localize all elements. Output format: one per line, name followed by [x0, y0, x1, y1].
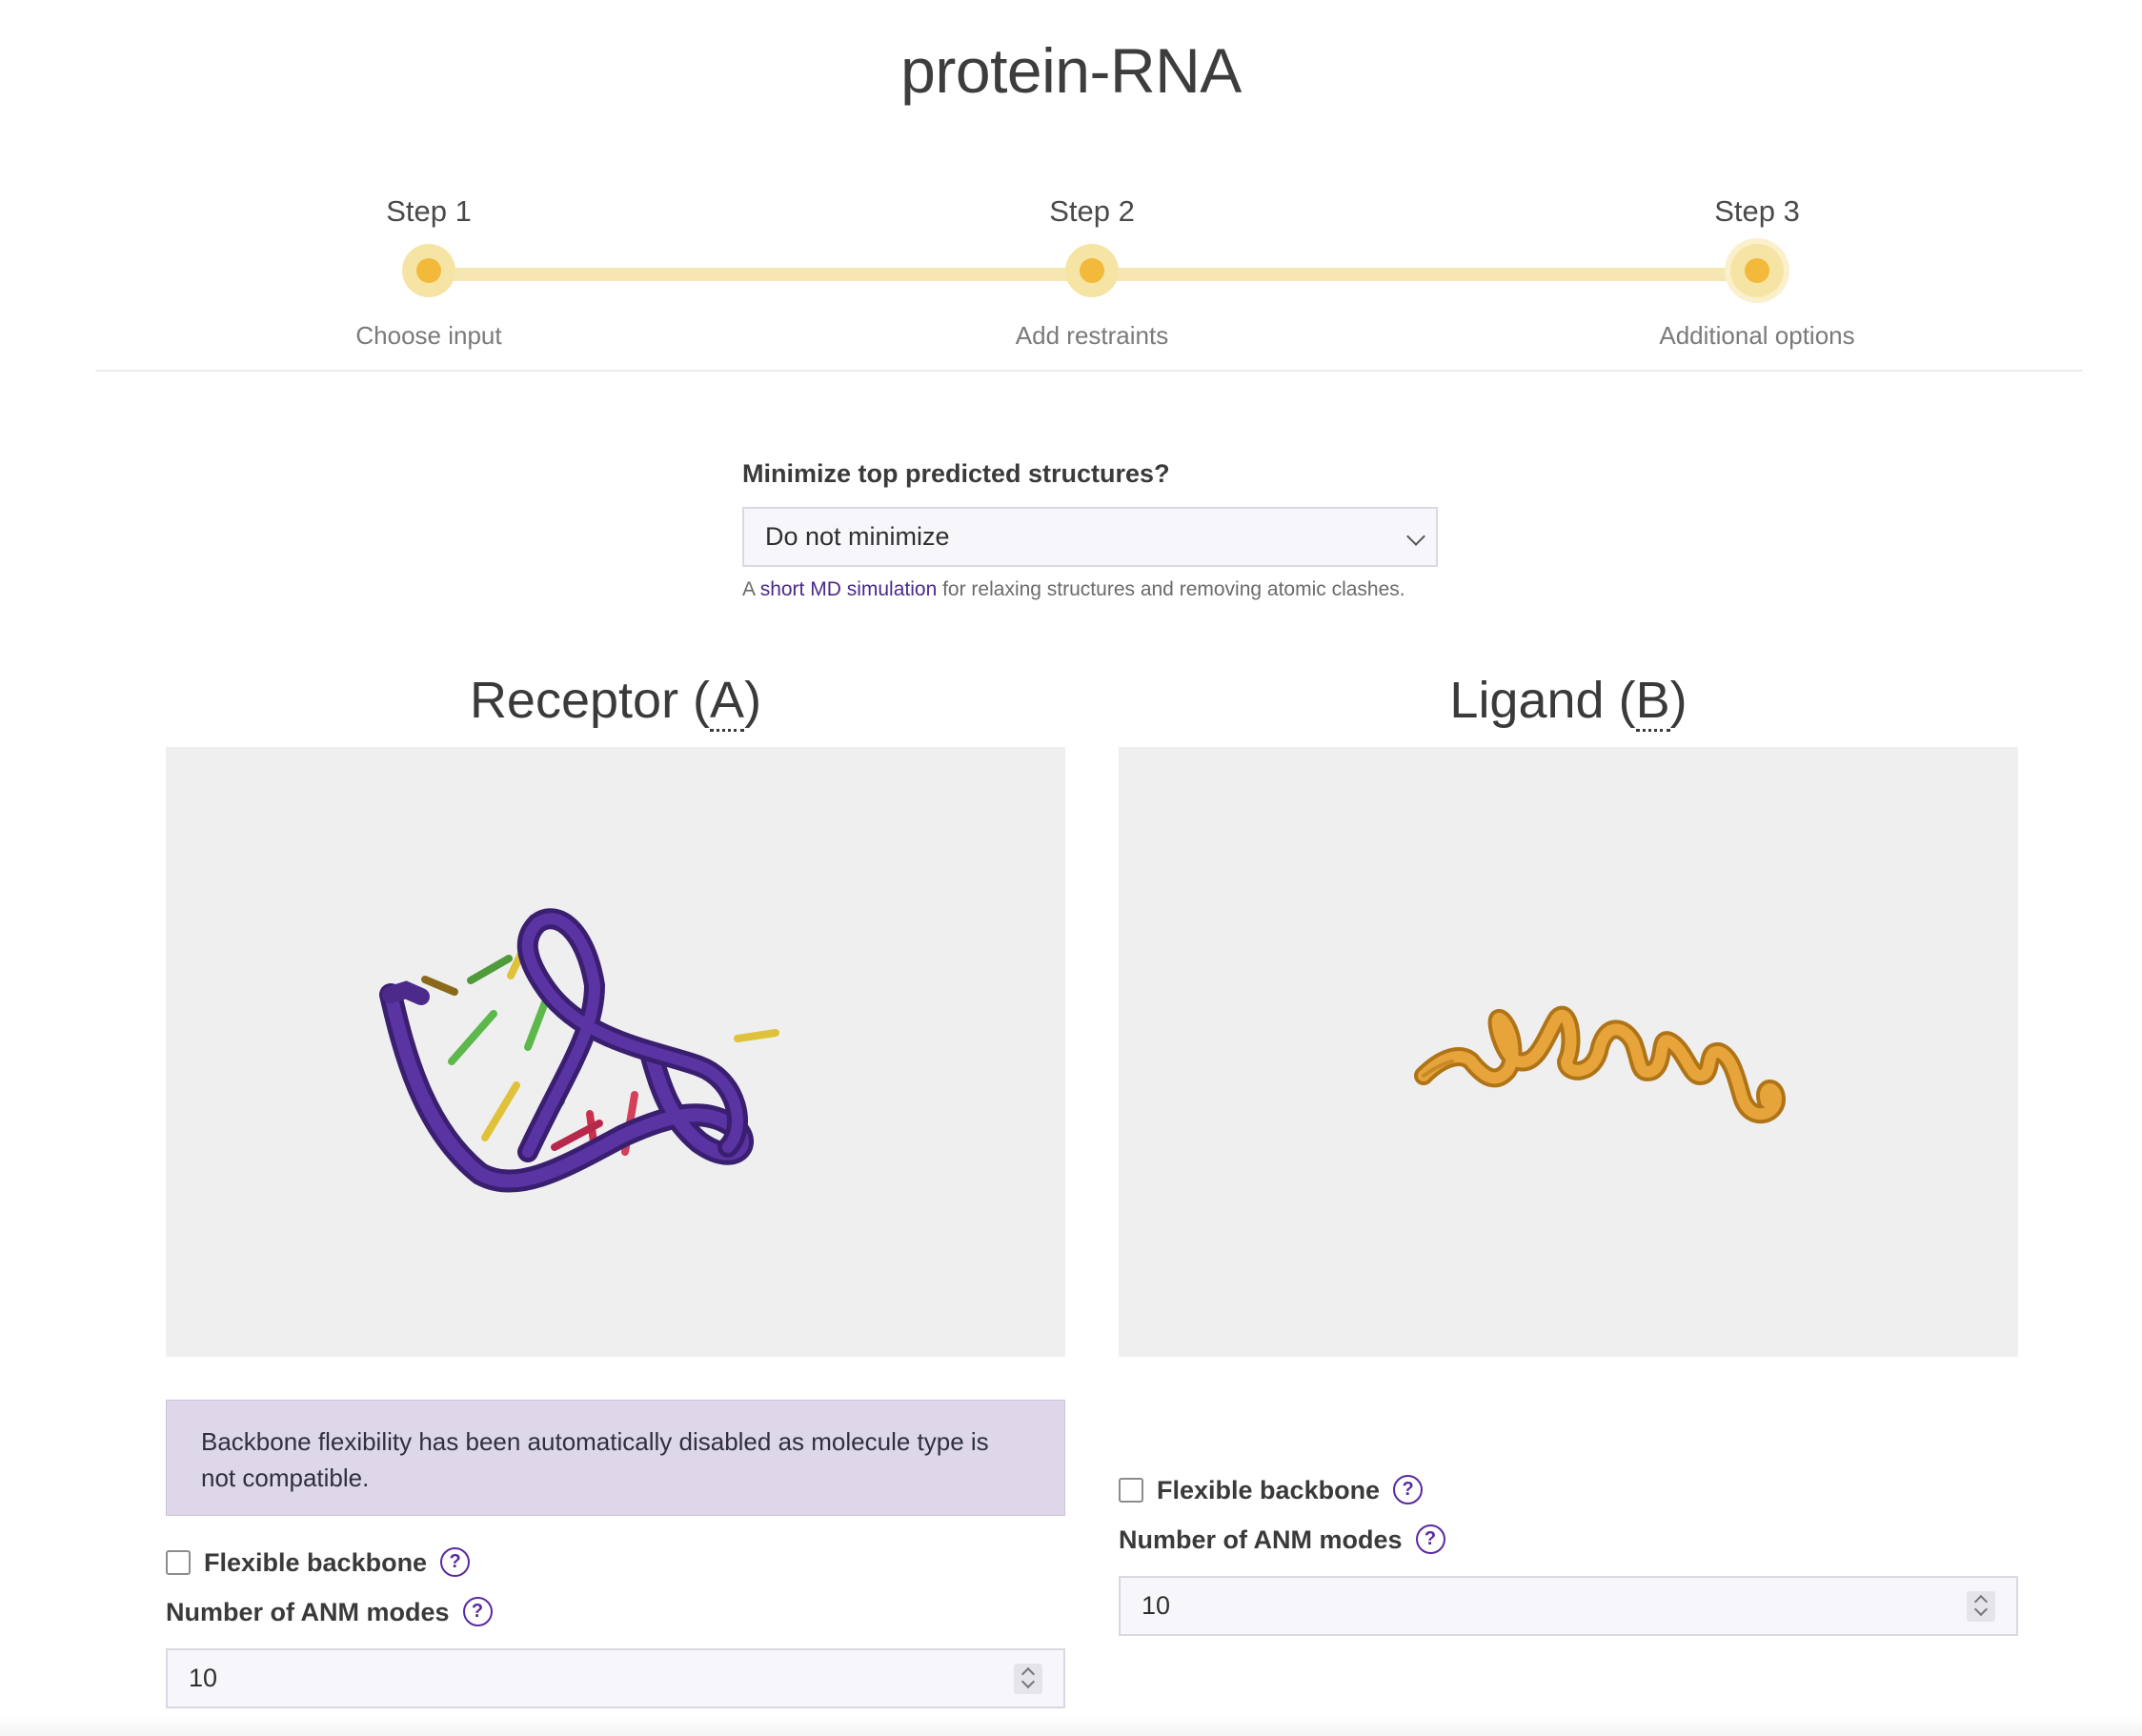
step-2-number: Step 2	[1049, 194, 1135, 228]
ligand-anm-modes-input[interactable]: 10	[1119, 1576, 2018, 1636]
ligand-anm-label: Number of ANM modes	[1119, 1525, 1403, 1554]
receptor-chain-abbr: A	[710, 672, 745, 732]
step-1-indicator[interactable]	[402, 244, 455, 297]
receptor-flexible-backbone-row: Flexible backbone?	[166, 1545, 471, 1580]
ligand-title-suffix: )	[1669, 672, 1687, 729]
step-1-label[interactable]: Choose input	[355, 321, 502, 350]
minimize-label: Minimize top predicted structures?	[742, 459, 1170, 488]
step-3-label[interactable]: Additional options	[1659, 321, 1855, 350]
receptor-flexible-backbone-checkbox[interactable]	[166, 1549, 191, 1575]
protein-helix-image	[1414, 1006, 1786, 1124]
ligand-anm-row: Number of ANM modes?	[1119, 1523, 1445, 1557]
page-title: protein-RNA	[900, 35, 1242, 106]
receptor-flexible-backbone-label: Flexible backbone	[204, 1548, 428, 1577]
backbone-disabled-notice: Backbone flexibility has been automatica…	[166, 1400, 1065, 1516]
ligand-title: Ligand (B)	[1119, 671, 2018, 732]
step-2-indicator[interactable]	[1065, 244, 1119, 297]
receptor-anm-row: Number of ANM modes?	[166, 1595, 493, 1629]
ligand-flexible-backbone-label: Flexible backbone	[1157, 1476, 1381, 1504]
receptor-anm-value: 10	[189, 1664, 218, 1692]
step-2-label[interactable]: Add restraints	[1015, 321, 1169, 350]
help-icon[interactable]: ?	[1415, 1524, 1445, 1555]
minimize-help-prefix: A	[742, 578, 760, 600]
minimize-help: A short MD simulation for relaxing struc…	[742, 578, 1405, 601]
help-icon[interactable]: ?	[440, 1547, 471, 1578]
ligand-flexible-backbone-row: Flexible backbone?	[1119, 1473, 1424, 1507]
help-icon[interactable]: ?	[462, 1597, 493, 1627]
receptor-anm-modes-input[interactable]: 10	[166, 1648, 1065, 1708]
minimize-help-suffix: for relaxing structures and removing ato…	[937, 578, 1405, 600]
receptor-anm-label: Number of ANM modes	[166, 1598, 450, 1626]
ligand-structure-viewer[interactable]	[1119, 747, 2018, 1357]
receptor-structure-viewer[interactable]	[166, 747, 1065, 1357]
receptor-title-prefix: Receptor (	[469, 672, 711, 729]
minimize-select-value: Do not minimize	[765, 522, 950, 551]
minimize-select[interactable]: Do not minimize	[742, 507, 1438, 567]
ligand-flexible-backbone-checkbox[interactable]	[1119, 1477, 1143, 1503]
short-md-simulation-link[interactable]: short MD simulation	[759, 578, 938, 600]
step-3-indicator[interactable]	[1730, 244, 1784, 297]
ligand-title-prefix: Ligand (	[1449, 672, 1636, 729]
receptor-title: Receptor (A)	[166, 671, 1065, 732]
ligand-chain-abbr: B	[1635, 672, 1670, 732]
rna-structure-image	[379, 908, 779, 1193]
chevron-down-icon	[1406, 527, 1425, 546]
help-icon[interactable]: ?	[1393, 1475, 1424, 1505]
number-spinner-icon[interactable]	[1967, 1591, 1995, 1622]
section-divider	[95, 370, 2083, 372]
bottom-shadow	[0, 1715, 2142, 1736]
number-spinner-icon[interactable]	[1014, 1664, 1042, 1694]
receptor-title-suffix: )	[744, 672, 762, 729]
step-1-number: Step 1	[386, 194, 472, 228]
step-3-number: Step 3	[1714, 194, 1800, 228]
ligand-anm-value: 10	[1142, 1591, 1171, 1620]
